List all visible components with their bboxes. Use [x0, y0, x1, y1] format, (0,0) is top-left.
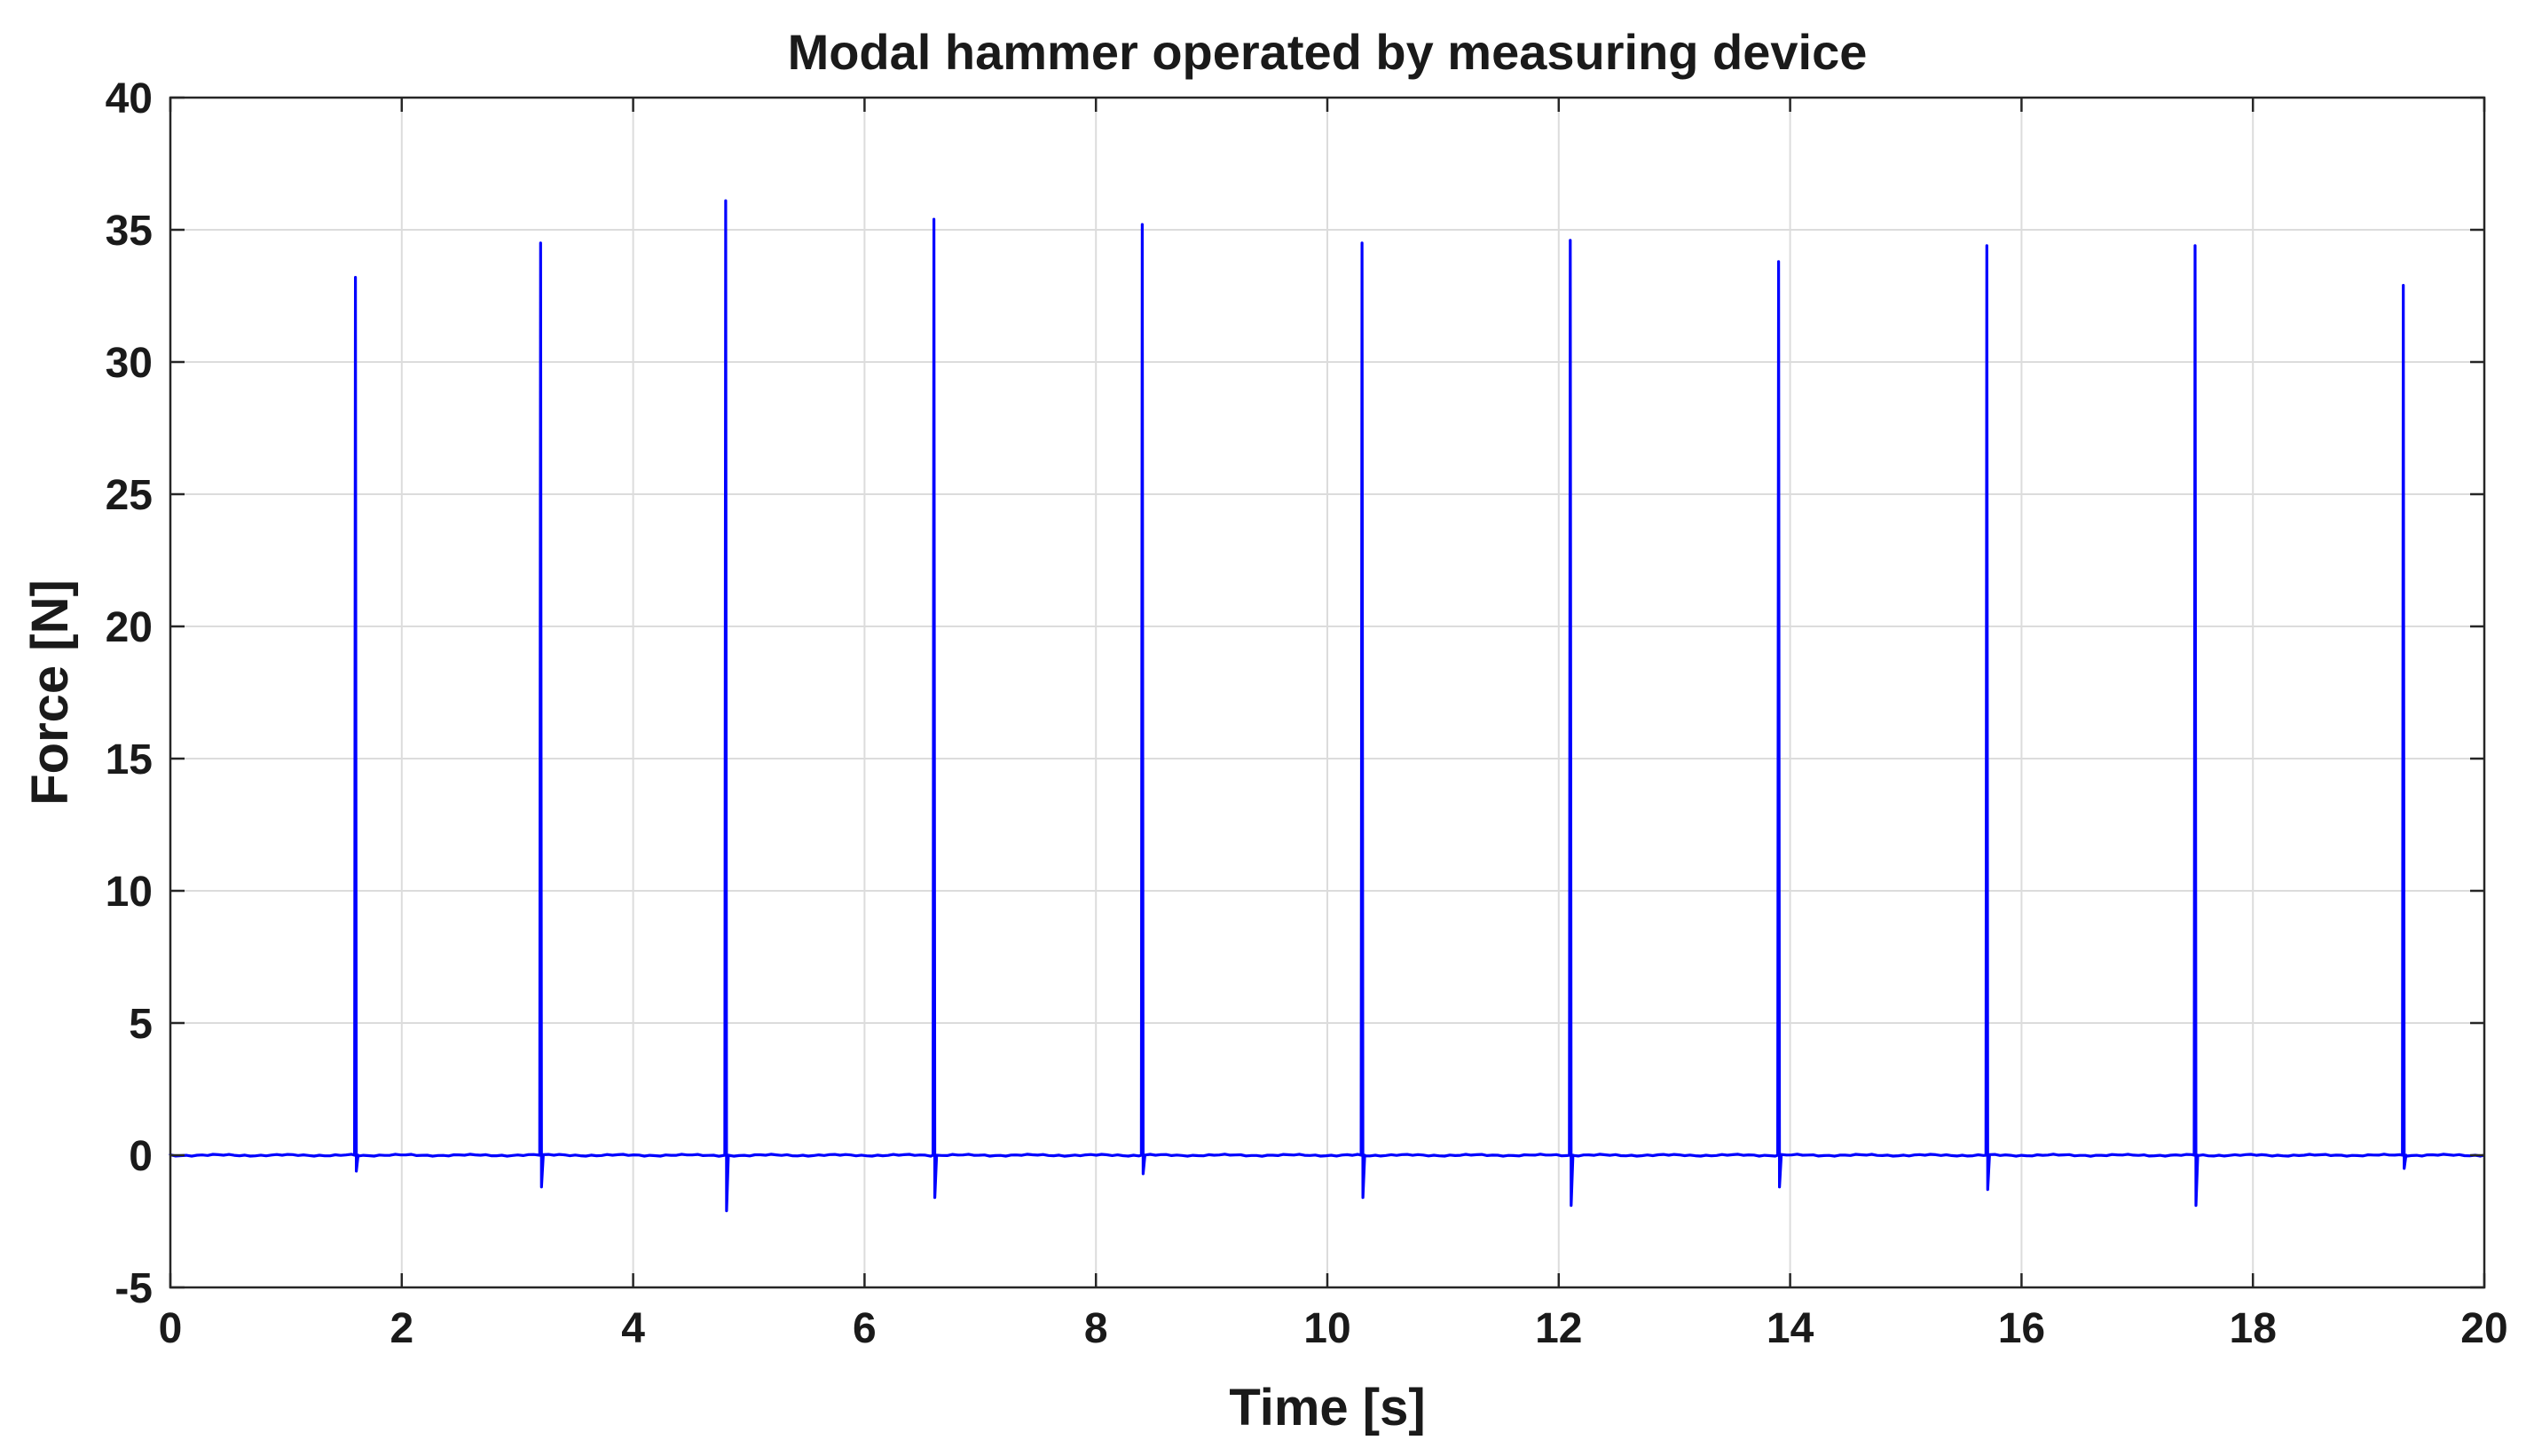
chart-title: Modal hammer operated by measuring devic…: [788, 24, 1868, 80]
x-tick-label: 20: [2460, 1305, 2507, 1352]
y-tick-label: 40: [106, 75, 153, 122]
y-tick-label: 25: [106, 472, 153, 519]
x-tick-label: 16: [1998, 1305, 2045, 1352]
y-tick-label: 15: [106, 736, 153, 783]
x-tick-label: 4: [621, 1305, 645, 1352]
x-tick-label: 6: [853, 1305, 877, 1352]
y-tick-label: 0: [129, 1133, 153, 1180]
x-axis-label: Time [s]: [1229, 1379, 1425, 1436]
x-tick-label: 14: [1767, 1305, 1814, 1352]
x-tick-label: 2: [390, 1305, 413, 1352]
y-tick-label: 5: [129, 1001, 153, 1048]
x-tick-label: 12: [1535, 1305, 1582, 1352]
y-tick-label: 35: [106, 208, 153, 255]
y-tick-label: 10: [106, 869, 153, 916]
x-tick-label: 0: [159, 1305, 183, 1352]
x-axis-ticks: 0 2 4 6 8 10 12 14 16 18 20: [159, 98, 2508, 1352]
x-tick-label: 8: [1084, 1305, 1108, 1352]
force-line: [169, 199, 2485, 1213]
y-tick-label: -5: [114, 1265, 153, 1312]
y-axis-label: Force [N]: [21, 579, 79, 806]
y-tick-label: 30: [106, 340, 153, 387]
x-tick-label: 18: [2230, 1305, 2277, 1352]
x-tick-label: 10: [1303, 1305, 1350, 1352]
y-tick-label: 20: [106, 604, 153, 651]
y-axis-ticks: -5 0 5 10 15 20 25 30 35 40: [106, 75, 2484, 1312]
force-series: [169, 199, 2485, 1213]
